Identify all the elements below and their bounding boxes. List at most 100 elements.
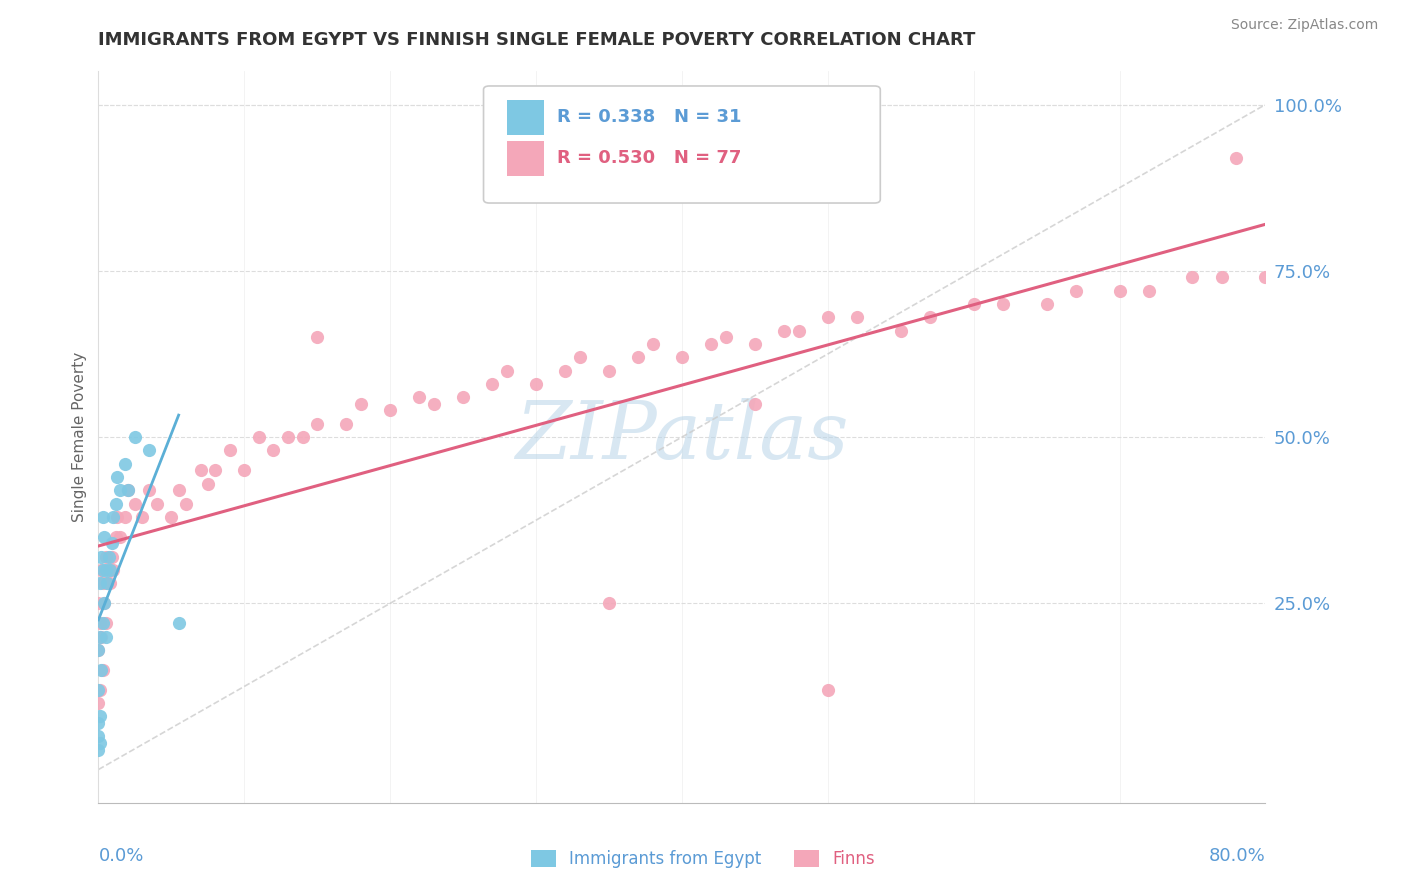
- Text: 80.0%: 80.0%: [1209, 847, 1265, 864]
- Point: [87, 682, 110, 697]
- Point: [262, 443, 284, 458]
- Point: [190, 463, 212, 477]
- Point: [94, 616, 117, 631]
- Point: [598, 363, 620, 377]
- Point: [110, 483, 132, 498]
- Point: [98, 576, 121, 591]
- Point: [89, 682, 111, 697]
- Text: IMMIGRANTS FROM EGYPT VS FINNISH SINGLE FEMALE POVERTY CORRELATION CHART: IMMIGRANTS FROM EGYPT VS FINNISH SINGLE …: [98, 31, 976, 49]
- Point: [114, 509, 136, 524]
- Point: [87, 696, 110, 710]
- Point: [131, 509, 153, 524]
- Point: [744, 397, 766, 411]
- Point: [138, 443, 160, 458]
- Point: [554, 363, 576, 377]
- Point: [307, 417, 329, 431]
- Point: [91, 663, 114, 677]
- Point: [1254, 270, 1277, 285]
- Point: [350, 397, 373, 411]
- Point: [87, 716, 110, 731]
- Point: [380, 403, 402, 417]
- Point: [773, 324, 796, 338]
- Point: [700, 337, 723, 351]
- Point: [423, 397, 446, 411]
- Point: [846, 310, 869, 325]
- Point: [87, 643, 110, 657]
- Point: [90, 549, 112, 564]
- Point: [247, 430, 270, 444]
- Point: [89, 576, 111, 591]
- Point: [991, 297, 1014, 311]
- Point: [124, 497, 146, 511]
- Point: [918, 310, 941, 325]
- Point: [93, 596, 115, 610]
- Point: [496, 363, 519, 377]
- Point: [291, 430, 314, 444]
- Point: [89, 736, 111, 750]
- Point: [598, 596, 620, 610]
- Point: [233, 463, 256, 477]
- Text: 0.0%: 0.0%: [98, 847, 143, 864]
- Point: [160, 509, 183, 524]
- Point: [451, 390, 474, 404]
- Point: [1181, 270, 1204, 285]
- Point: [218, 443, 240, 458]
- Point: [641, 337, 664, 351]
- Point: [890, 324, 912, 338]
- Point: [197, 476, 219, 491]
- Point: [1211, 270, 1233, 285]
- Point: [100, 549, 122, 564]
- Text: Source: ZipAtlas.com: Source: ZipAtlas.com: [1230, 18, 1378, 32]
- Point: [117, 483, 139, 498]
- Point: [714, 330, 737, 344]
- Point: [817, 310, 839, 325]
- Point: [93, 596, 115, 610]
- Point: [481, 376, 503, 391]
- Point: [335, 417, 357, 431]
- Point: [91, 563, 114, 577]
- Point: [138, 483, 160, 498]
- Point: [744, 337, 766, 351]
- Point: [787, 324, 810, 338]
- Point: [90, 663, 112, 677]
- Point: [91, 509, 114, 524]
- Point: [110, 530, 132, 544]
- Point: [90, 630, 112, 644]
- Point: [87, 729, 110, 743]
- FancyBboxPatch shape: [508, 141, 544, 176]
- Point: [174, 497, 197, 511]
- Point: [97, 549, 120, 564]
- Point: [96, 576, 118, 591]
- Point: [1225, 151, 1247, 165]
- Text: ZIPatlas: ZIPatlas: [515, 399, 849, 475]
- Point: [146, 497, 169, 511]
- Point: [98, 563, 121, 577]
- Point: [1137, 284, 1160, 298]
- Legend: Immigrants from Egypt, Finns: Immigrants from Egypt, Finns: [524, 843, 882, 875]
- Point: [277, 430, 299, 444]
- Point: [671, 351, 693, 365]
- Point: [104, 497, 127, 511]
- Point: [87, 742, 110, 756]
- Point: [124, 430, 146, 444]
- Point: [89, 709, 111, 723]
- Point: [94, 549, 117, 564]
- Point: [91, 616, 114, 631]
- Point: [1035, 297, 1057, 311]
- Point: [204, 463, 226, 477]
- Point: [104, 530, 127, 544]
- Text: R = 0.530   N = 77: R = 0.530 N = 77: [557, 149, 741, 168]
- Point: [114, 457, 136, 471]
- Point: [1108, 284, 1130, 298]
- Point: [87, 643, 110, 657]
- Point: [90, 563, 112, 577]
- Point: [117, 483, 139, 498]
- Point: [817, 682, 839, 697]
- Point: [91, 576, 114, 591]
- Point: [96, 576, 118, 591]
- Point: [97, 563, 120, 577]
- Point: [94, 563, 117, 577]
- Point: [962, 297, 984, 311]
- Point: [167, 483, 190, 498]
- Point: [87, 596, 110, 610]
